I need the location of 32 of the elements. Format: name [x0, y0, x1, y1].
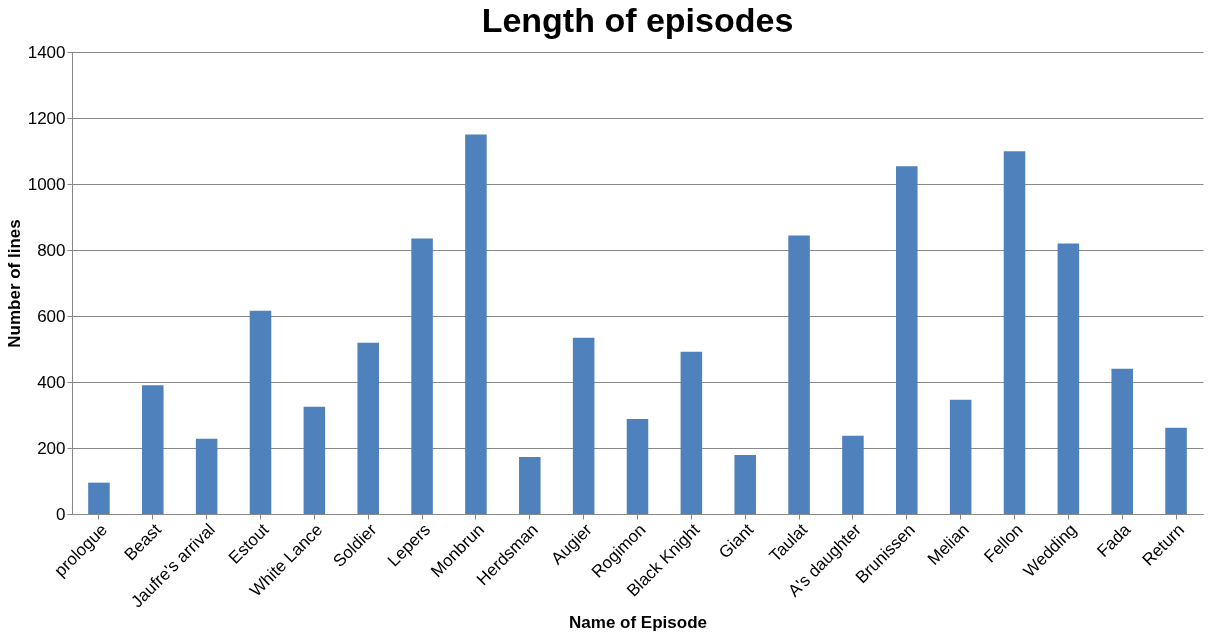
bar	[357, 342, 379, 514]
bar	[572, 337, 595, 514]
bar	[1057, 243, 1080, 514]
x-axis-title: Name of Episode	[569, 612, 707, 632]
y-tick-label: 1000	[27, 174, 66, 194]
bar	[519, 456, 541, 514]
bar	[626, 418, 649, 514]
y-tick-label: 0	[56, 504, 66, 524]
bar	[88, 482, 110, 514]
y-tick-label: 1200	[27, 108, 66, 128]
bar	[249, 310, 272, 514]
bar	[842, 435, 864, 514]
y-tick-label: 200	[37, 438, 66, 458]
bar	[195, 438, 218, 514]
bar	[1111, 368, 1133, 514]
bar	[788, 235, 810, 514]
bar	[949, 399, 972, 514]
y-tick-label: 400	[37, 372, 66, 392]
bar	[680, 351, 703, 514]
bar	[411, 238, 433, 514]
chart-title: Length of episodes	[481, 1, 794, 39]
y-tick-label: 800	[37, 240, 66, 260]
y-tick-label: 1400	[27, 42, 66, 62]
bar	[142, 385, 164, 514]
bar	[1165, 427, 1187, 514]
bar	[734, 454, 756, 514]
y-tick-label: 600	[37, 306, 66, 326]
bar	[303, 406, 326, 514]
bar	[896, 166, 918, 514]
bar	[465, 134, 487, 514]
bar	[1003, 151, 1026, 514]
y-axis-title: Number of lines	[4, 219, 24, 348]
